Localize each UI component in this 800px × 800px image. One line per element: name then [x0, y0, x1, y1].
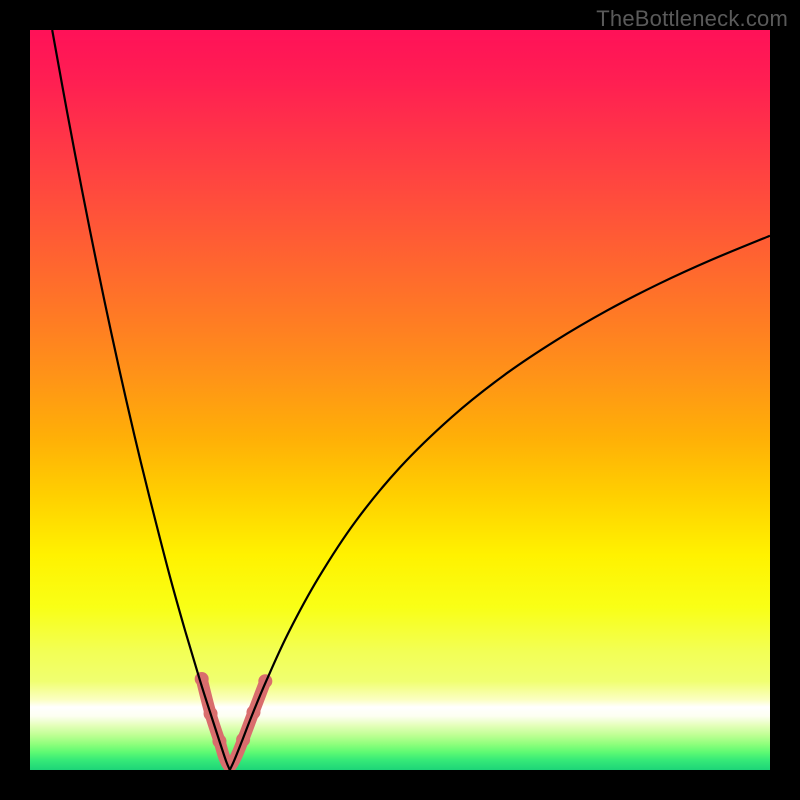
- chart-svg: [30, 30, 770, 770]
- watermark-text: TheBottleneck.com: [596, 6, 788, 32]
- gradient-background: [30, 30, 770, 770]
- plot-area: [30, 30, 770, 770]
- chart-canvas: TheBottleneck.com: [0, 0, 800, 800]
